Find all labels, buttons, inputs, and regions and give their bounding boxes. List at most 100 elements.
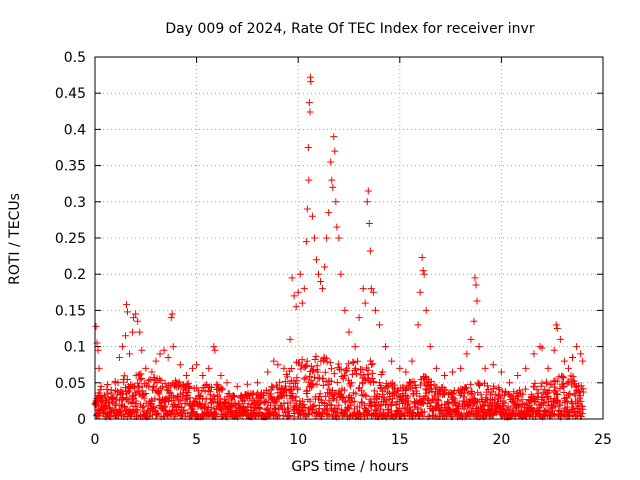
- data-point: [300, 375, 308, 383]
- data-point: [175, 382, 183, 390]
- data-point: [347, 379, 355, 387]
- data-point: [487, 405, 495, 413]
- data-point: [142, 389, 150, 397]
- data-point: [369, 288, 377, 296]
- data-point: [556, 335, 564, 343]
- data-point: [101, 393, 109, 401]
- data-point: [571, 380, 579, 388]
- data-point: [351, 343, 359, 351]
- y-tick-label: 0.5: [64, 50, 86, 66]
- data-point: [310, 373, 318, 381]
- data-point: [368, 375, 376, 383]
- data-point: [361, 299, 369, 307]
- data-point: [243, 380, 251, 388]
- data-point: [352, 390, 360, 398]
- data-point: [322, 354, 330, 362]
- data-point: [125, 388, 133, 396]
- data-point: [577, 350, 585, 358]
- data-point: [292, 393, 300, 401]
- data-point: [210, 343, 218, 351]
- data-point: [576, 392, 584, 400]
- data-point: [326, 359, 334, 367]
- data-point: [288, 389, 296, 397]
- data-point: [354, 357, 362, 365]
- data-point: [193, 384, 201, 392]
- data-point: [310, 402, 318, 410]
- data-point: [418, 254, 426, 262]
- data-point: [551, 402, 559, 410]
- data-point: [137, 370, 145, 378]
- data-point: [142, 364, 150, 372]
- data-point: [240, 396, 248, 404]
- data-point: [229, 392, 237, 400]
- data-point: [433, 395, 441, 403]
- data-point: [463, 350, 471, 358]
- x-tick-label: 10: [289, 432, 307, 448]
- data-point: [325, 385, 333, 393]
- data-point: [422, 306, 430, 314]
- data-point: [218, 386, 226, 394]
- data-point: [136, 376, 144, 384]
- data-point: [514, 397, 522, 405]
- data-point: [300, 285, 308, 293]
- data-point: [303, 390, 311, 398]
- data-point: [328, 176, 336, 184]
- data-point: [275, 412, 283, 420]
- data-point: [246, 395, 254, 403]
- data-point: [345, 328, 353, 336]
- data-point: [396, 364, 404, 372]
- data-point: [467, 380, 475, 388]
- y-tick-label: 0.05: [55, 376, 86, 392]
- data-point: [117, 386, 125, 394]
- data-point: [325, 209, 333, 217]
- data-point: [547, 411, 555, 419]
- data-point: [313, 362, 321, 370]
- data-point: [414, 321, 422, 329]
- data-point: [506, 379, 514, 387]
- data-point: [538, 344, 546, 352]
- data-point: [494, 384, 502, 392]
- data-point: [347, 401, 355, 409]
- data-point: [184, 379, 192, 387]
- data-point: [331, 147, 339, 155]
- data-point: [189, 364, 197, 372]
- y-tick-label: 0.15: [55, 303, 86, 319]
- data-point: [177, 397, 185, 405]
- data-point: [124, 308, 132, 316]
- data-point: [514, 402, 522, 410]
- data-point: [578, 410, 586, 418]
- data-point: [375, 321, 383, 329]
- data-point: [286, 411, 294, 419]
- data-point: [489, 361, 497, 369]
- data-point: [388, 357, 396, 365]
- data-point: [280, 400, 288, 408]
- data-point: [129, 328, 137, 336]
- data-point: [156, 350, 164, 358]
- data-point: [200, 404, 208, 412]
- data-point: [199, 372, 207, 380]
- data-point: [402, 404, 410, 412]
- data-point: [302, 362, 310, 370]
- data-point: [550, 383, 558, 391]
- data-point: [398, 400, 406, 408]
- data-point: [312, 352, 320, 360]
- data-point: [388, 399, 396, 407]
- data-point: [168, 310, 176, 318]
- data-point: [410, 378, 418, 386]
- data-point: [481, 364, 489, 372]
- data-point: [281, 377, 289, 385]
- data-point: [310, 234, 318, 242]
- data-point: [473, 297, 481, 305]
- data-point: [313, 380, 321, 388]
- data-point: [406, 379, 414, 387]
- data-point: [311, 355, 319, 363]
- grid-lines: [95, 57, 603, 419]
- data-point: [302, 238, 310, 246]
- data-point: [560, 357, 568, 365]
- data-point: [390, 381, 398, 389]
- data-point: [319, 375, 327, 383]
- data-point: [150, 404, 158, 412]
- chart-title: Day 009 of 2024, Rate Of TEC Index for r…: [165, 21, 534, 37]
- data-point: [288, 364, 296, 372]
- data-point: [376, 402, 384, 410]
